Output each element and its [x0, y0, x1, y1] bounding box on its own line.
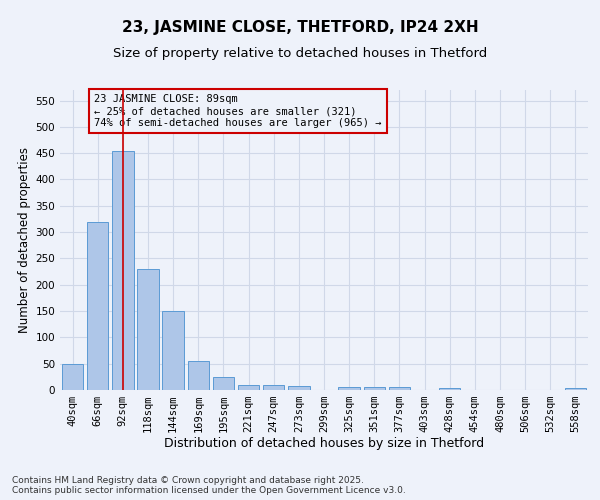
- Bar: [439, 388, 460, 390]
- Bar: [112, 150, 134, 390]
- Bar: [213, 377, 234, 390]
- Y-axis label: Number of detached properties: Number of detached properties: [18, 147, 31, 333]
- Bar: [238, 384, 259, 390]
- Bar: [338, 388, 360, 390]
- Bar: [62, 364, 83, 390]
- X-axis label: Distribution of detached houses by size in Thetford: Distribution of detached houses by size …: [164, 436, 484, 450]
- Text: Contains HM Land Registry data © Crown copyright and database right 2025.
Contai: Contains HM Land Registry data © Crown c…: [12, 476, 406, 495]
- Bar: [87, 222, 109, 390]
- Text: 23, JASMINE CLOSE, THETFORD, IP24 2XH: 23, JASMINE CLOSE, THETFORD, IP24 2XH: [122, 20, 478, 35]
- Bar: [163, 311, 184, 390]
- Bar: [288, 386, 310, 390]
- Bar: [137, 269, 158, 390]
- Bar: [565, 388, 586, 390]
- Bar: [389, 387, 410, 390]
- Bar: [364, 387, 385, 390]
- Bar: [263, 384, 284, 390]
- Text: Size of property relative to detached houses in Thetford: Size of property relative to detached ho…: [113, 48, 487, 60]
- Text: 23 JASMINE CLOSE: 89sqm
← 25% of detached houses are smaller (321)
74% of semi-d: 23 JASMINE CLOSE: 89sqm ← 25% of detache…: [94, 94, 382, 128]
- Bar: [188, 361, 209, 390]
